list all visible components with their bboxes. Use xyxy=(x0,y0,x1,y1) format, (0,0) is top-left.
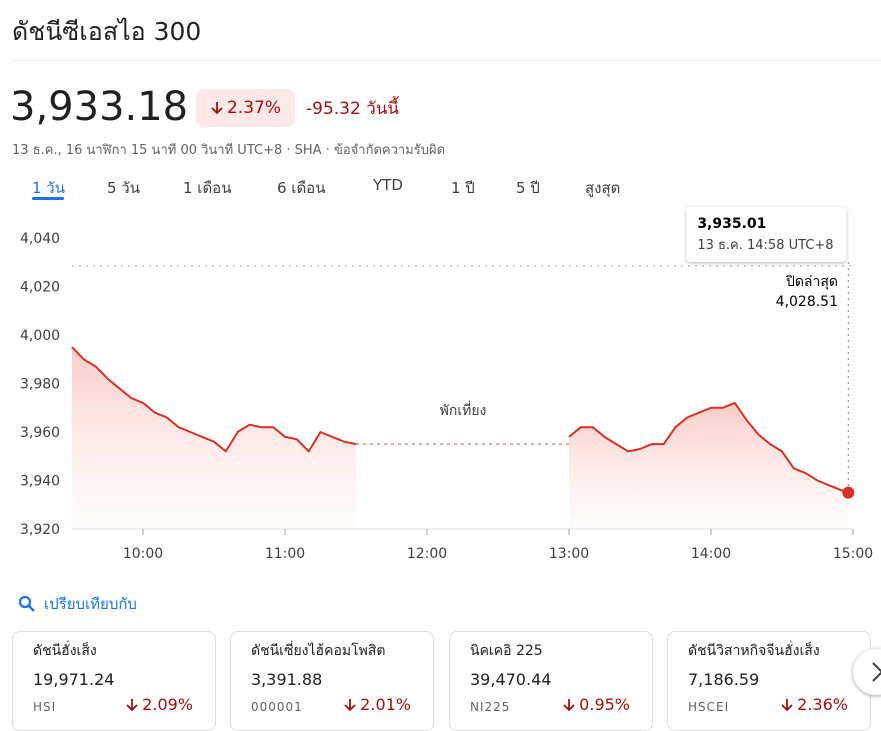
down-arrow xyxy=(211,102,223,115)
down-arrow xyxy=(126,698,138,711)
card-name: ดัชนีเซี่ยงไฮ้คอมโพสิต xyxy=(251,643,386,659)
card-change: 2.36% xyxy=(780,695,848,714)
down-arrow xyxy=(781,698,793,711)
card-change: 2.09% xyxy=(125,695,193,714)
card-change: 2.01% xyxy=(343,695,411,714)
tooltip-value: 3,935.01 xyxy=(697,216,766,232)
card-name: ดัชนีวิสาหกิจจีนฮั่งเส็ง xyxy=(688,643,820,659)
card-name: ดัชนีฮั่งเส็ง xyxy=(33,643,97,659)
tab[interactable]: 1 เดือน xyxy=(183,179,232,197)
card[interactable]: นิคเคอิ 225 39,470.44 NI225 0.95% xyxy=(449,631,653,731)
tab[interactable]: 5 ปี xyxy=(516,179,540,197)
change-percent: 2.37% xyxy=(226,98,281,118)
tab[interactable]: 6 เดือน xyxy=(277,179,326,197)
card-symbol: HSCEI xyxy=(688,700,730,714)
x-tick-label: 11:00 xyxy=(265,546,305,562)
search-icon xyxy=(18,595,35,612)
card[interactable]: ดัชนีวิสาหกิจจีนฮั่งเส็ง 7,186.59 HSCEI 2.3… xyxy=(667,631,871,731)
y-tick-label: 4,000 xyxy=(20,328,60,344)
card-name: นิคเคอิ 225 xyxy=(470,643,543,659)
change-percent: 0.95% xyxy=(579,695,630,714)
y-tick-label: 4,020 xyxy=(20,280,60,296)
change-percent: 2.01% xyxy=(360,695,411,714)
tab[interactable]: สูงสุด xyxy=(585,179,621,197)
reference-label: 4,028.51 xyxy=(776,294,838,310)
tab[interactable]: 5 วัน xyxy=(107,179,140,197)
card-value: 3,391.88 xyxy=(251,670,323,689)
change-percent: 2.09% xyxy=(142,695,193,714)
y-tick-label: 3,980 xyxy=(20,377,60,393)
x-tick-label: 12:00 xyxy=(407,546,447,562)
separator xyxy=(12,60,881,61)
area xyxy=(72,347,356,529)
down-arrow xyxy=(344,698,356,711)
tooltip-box xyxy=(686,207,847,262)
line xyxy=(568,401,849,494)
card-change: 0.95% xyxy=(562,695,630,714)
next-button[interactable] xyxy=(853,649,881,695)
price: 3,933.18 xyxy=(10,84,189,130)
tab[interactable]: 1 วัน xyxy=(32,179,65,197)
y-tick-label: 3,960 xyxy=(20,425,60,441)
down-arrow xyxy=(563,698,575,711)
tab[interactable]: 1 ปี xyxy=(451,179,475,197)
area xyxy=(569,402,849,529)
card-value: 39,470.44 xyxy=(470,670,552,689)
y-tick-label: 4,040 xyxy=(20,231,60,247)
card-value: 19,971.24 xyxy=(33,670,115,689)
x-tick-label: 13:00 xyxy=(549,546,589,562)
end-dot xyxy=(842,486,855,499)
title: ดัชนีซีเอสไอ 300 xyxy=(12,17,202,46)
change-percent: 2.36% xyxy=(797,695,848,714)
card-symbol: 000001 xyxy=(251,700,303,714)
card-value: 7,186.59 xyxy=(688,670,760,689)
annotation: พักเที่ยง xyxy=(440,401,487,419)
tab[interactable]: YTD xyxy=(373,176,403,194)
tab-indicator xyxy=(32,197,64,200)
x-tick-label: 10:00 xyxy=(123,546,163,562)
y-tick-label: 3,920 xyxy=(20,522,60,538)
change: -95.32 วันนี้ xyxy=(306,99,399,119)
x-tick-label: 14:00 xyxy=(691,546,731,562)
chevron xyxy=(872,662,881,682)
subtitle: 13 ธ.ค., 16 นาฬิกา 15 นาที 00 วินาที UTC… xyxy=(12,143,446,158)
card-symbol: HSI xyxy=(33,700,57,714)
card[interactable]: ดัชนีฮั่งเส็ง 19,971.24 HSI 2.09% xyxy=(12,631,216,731)
change-badge: 2.37% xyxy=(196,89,295,127)
chart: 3,920 3,940 3,960 3,980 4,000 4,020 4,040 10:00… xyxy=(20,207,873,562)
y-tick-label: 3,940 xyxy=(20,474,60,490)
card-symbol: NI225 xyxy=(470,700,511,714)
line xyxy=(71,346,357,453)
reference-name: ปิดล่าสุด xyxy=(785,274,838,290)
x-tick-label: 15:00 xyxy=(833,546,873,562)
compare-label: เปรียบเทียบกับ xyxy=(44,595,137,613)
compare-button[interactable]: เปรียบเทียบกับ xyxy=(18,592,137,616)
tooltip-label: 13 ธ.ค. 14:58 UTC+8 xyxy=(697,238,833,253)
card[interactable]: ดัชนีเซี่ยงไฮ้คอมโพสิต 3,391.88 000001 2.01… xyxy=(230,631,434,731)
